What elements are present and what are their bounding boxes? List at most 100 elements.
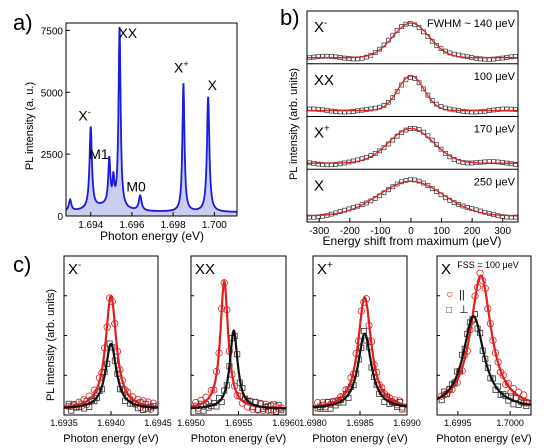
data-marker (429, 38, 435, 44)
data-marker (434, 42, 439, 48)
data-marker (333, 54, 339, 60)
subplot-name: X (441, 261, 451, 278)
x-tick-label: 100 (433, 226, 450, 237)
data-marker (315, 54, 321, 59)
fit-line (307, 127, 518, 164)
x-tick-label: 1.6955 (225, 418, 253, 428)
data-marker (478, 109, 483, 115)
data-marker (447, 106, 453, 112)
data-marker (346, 56, 352, 61)
panel-b-series: X+ 170 μeV (307, 124, 518, 168)
data-marker (320, 107, 325, 113)
panel-c-subplot: 1.6995 1.7000 X Photon energy (eV) (436, 255, 532, 445)
peak-label: X (208, 77, 218, 93)
panel-a-xlabel: Photon energy (eV) (100, 229, 204, 243)
data-marker (495, 159, 501, 165)
fit-perpendicular (191, 328, 287, 410)
peak-label: M0 (126, 178, 146, 194)
x-tick-label: 1.696 (119, 220, 144, 231)
data-marker (421, 86, 426, 92)
panel-b-series: XX 100 μeV (307, 71, 518, 115)
legend-symbol-parallel: ○ (446, 287, 453, 301)
data-marker (443, 150, 448, 156)
data-marker (495, 107, 501, 112)
legend-symbol-perpendicular: □ (446, 305, 452, 316)
y-tick-label: 2500 (41, 150, 64, 161)
subplot-name: X+ (317, 260, 333, 278)
panel-c-xlabel: Photon energy (eV) (312, 433, 407, 445)
series-name: X (314, 177, 324, 194)
data-marker (364, 54, 369, 60)
panel-c-subplot: 1.6935 1.6940 1.6945 X- Photon energy (eV) (50, 255, 172, 445)
fit-perpendicular (313, 332, 407, 409)
data-marker (329, 54, 334, 59)
x-tick-label: 200 (464, 226, 481, 237)
x-tick-label: 1.7000 (496, 418, 524, 428)
x-tick-label: 1.6935 (50, 418, 78, 428)
x-tick-label: 1.6960 (272, 418, 300, 428)
fit-line (307, 180, 518, 217)
data-marker (372, 50, 378, 55)
data-marker (394, 89, 400, 94)
marker-perpendicular (93, 394, 100, 401)
fit-parallel (191, 278, 286, 410)
subplot-name: X- (68, 260, 81, 278)
legend-label-parallel: || (459, 289, 465, 301)
x-tick-label: 1.698 (161, 220, 186, 231)
data-marker (460, 53, 466, 59)
panel-c-subplot: 1.6980 1.6985 1.6990 X+ Photon energy (eV) (299, 255, 421, 445)
fit-parallel (313, 296, 408, 408)
data-marker (500, 160, 505, 165)
panel-c-xlabel: Photon energy (eV) (436, 433, 531, 445)
x-tick-label: -200 (340, 226, 360, 237)
panel-b-chart: PL intensity (arb. units) Energy shift f… (288, 10, 519, 248)
data-marker (495, 56, 501, 62)
panel-b-series: X 250 μeV (307, 176, 518, 220)
data-marker (320, 162, 325, 167)
data-marker (482, 159, 488, 165)
panel-b-frame (306, 10, 519, 223)
panel-c-subplot: 1.6950 1.6955 1.6960 XX Photon energy (eV) (177, 255, 300, 445)
data-marker (377, 148, 382, 154)
fwhm-label: 250 μeV (474, 176, 516, 188)
data-marker (416, 178, 422, 184)
data-marker (386, 99, 391, 105)
fit-perpendicular (64, 342, 158, 409)
data-marker (425, 183, 431, 188)
peak-label: M1 (89, 146, 109, 162)
x-tick-label: 1.6980 (299, 418, 327, 428)
panel-label-b: b) (280, 5, 300, 30)
y-tick-label: 0 (57, 212, 63, 223)
panel-b-xlabel: Energy shift from maximum (μeV) (323, 234, 502, 248)
panel-b-series: X- FWHM ~ 140 μeV (307, 18, 518, 62)
fit-perpendicular (436, 315, 532, 406)
data-marker (478, 56, 483, 62)
data-marker (377, 46, 382, 52)
data-marker (359, 202, 365, 208)
panel-a-ylabel: PL intensity (a. u.) (24, 82, 36, 170)
panel-c-ylabel: PL intensity (arb. units) (45, 289, 57, 401)
data-marker (372, 151, 378, 156)
fit-parallel (436, 274, 532, 403)
peak-label: X- (78, 107, 90, 124)
y-tick-label: 7500 (41, 26, 64, 37)
series-name: X- (314, 18, 327, 36)
fwhm-label: FWHM ~ 140 μeV (427, 18, 516, 30)
fwhm-label: 100 μeV (474, 71, 516, 83)
x-tick-label: -100 (370, 226, 390, 237)
data-marker (464, 109, 470, 115)
data-marker (315, 106, 321, 112)
panel-a-chart: PL intensity (a. u.) Photon energy (eV) … (24, 22, 238, 243)
data-marker (315, 161, 321, 167)
data-marker (320, 213, 325, 219)
x-tick-label: 1.6950 (177, 418, 205, 428)
x-tick-label: 1.6995 (444, 418, 472, 428)
x-tick-label: 300 (494, 226, 511, 237)
x-tick-label: 1.6990 (393, 418, 421, 428)
data-marker (333, 162, 339, 167)
data-marker (403, 178, 409, 183)
data-marker (434, 142, 439, 148)
peak-label: XX (118, 25, 137, 41)
peak-label: X+ (174, 59, 189, 76)
data-marker (482, 108, 488, 114)
